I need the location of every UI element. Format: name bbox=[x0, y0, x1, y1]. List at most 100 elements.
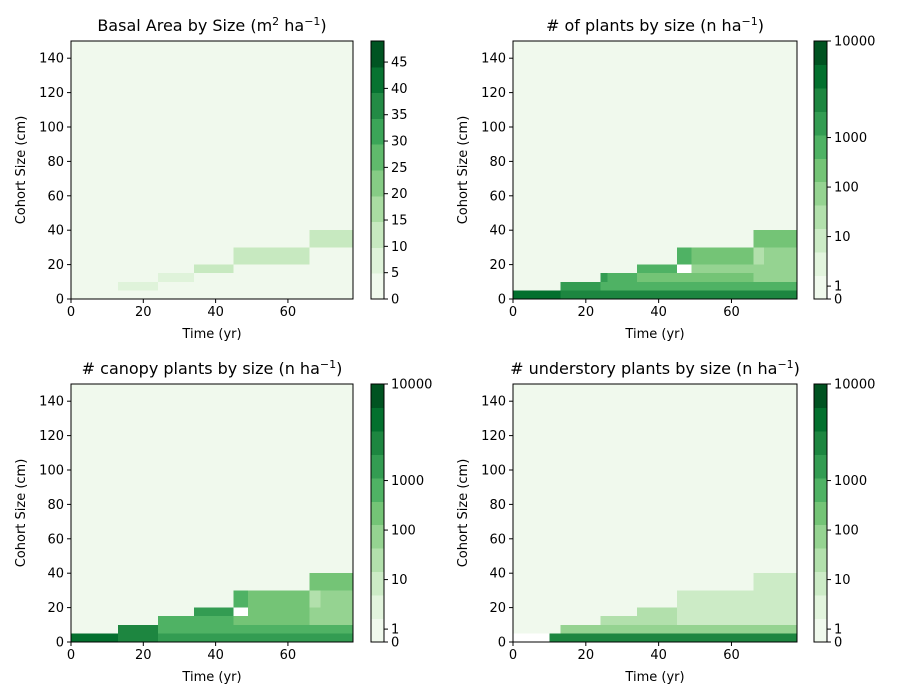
heatmap-cell bbox=[157, 633, 353, 642]
chart-title: Basal Area by Size (m2 ha−1) bbox=[97, 15, 326, 35]
heatmap-cell bbox=[157, 616, 194, 625]
colorbar: 01 10 100 1000 10000 bbox=[370, 378, 432, 651]
y-tick-label: 80 bbox=[47, 498, 64, 513]
colorbar-tick-label: 0 bbox=[834, 636, 842, 651]
y-axis-label: Cohort Size (cm) bbox=[14, 116, 29, 225]
panel-basal-area: Basal Area by Size (m2 ha−1) 0 20 40 60 0 20… bbox=[14, 15, 408, 342]
y-tick-label: 20 bbox=[47, 601, 64, 616]
x-axis-label: Time (yr) bbox=[624, 327, 684, 342]
y-tick-label: 60 bbox=[489, 189, 506, 204]
x-tick-label: 40 bbox=[650, 305, 667, 320]
colorbar-tick-label: 1000 bbox=[834, 474, 867, 489]
colorbar-band bbox=[814, 430, 827, 455]
y-tick-label: 80 bbox=[47, 155, 64, 170]
colorbar-band bbox=[371, 247, 384, 274]
y-tick-label: 0 bbox=[56, 636, 64, 651]
heatmap-cell bbox=[691, 264, 754, 274]
heatmap-cell bbox=[513, 633, 550, 642]
y-tick-label: 80 bbox=[489, 498, 506, 513]
x-ticks: 0 20 40 60 bbox=[67, 642, 296, 663]
colorbar-band bbox=[814, 407, 827, 432]
heatmap-cell bbox=[157, 624, 353, 634]
heatmap-cell bbox=[233, 607, 310, 625]
colorbar-frame bbox=[813, 40, 828, 300]
colorbar-tick-label: 100 bbox=[391, 524, 416, 539]
heatmap-cells bbox=[513, 384, 797, 642]
x-tick-label: 40 bbox=[650, 648, 667, 663]
colorbar-frame bbox=[370, 40, 385, 300]
x-tick-label: 0 bbox=[509, 648, 517, 663]
colorbar-band bbox=[371, 571, 384, 596]
x-ticks: 0 20 40 60 bbox=[509, 299, 740, 320]
heatmap-cell bbox=[676, 247, 692, 265]
x-tick-label: 20 bbox=[135, 648, 152, 663]
heatmap-cell bbox=[636, 607, 677, 625]
colorbar-band bbox=[371, 548, 384, 573]
x-tick-label: 20 bbox=[135, 305, 152, 320]
heatmap-cell bbox=[636, 273, 677, 282]
heatmap-cell bbox=[560, 290, 601, 299]
colorbar-band bbox=[371, 618, 384, 643]
colorbar-tick-label: 0 bbox=[834, 293, 842, 308]
x-tick-label: 0 bbox=[67, 305, 75, 320]
heatmap-cell bbox=[607, 273, 637, 282]
heatmap-cell bbox=[157, 273, 194, 282]
heatmap-cell bbox=[753, 573, 797, 625]
y-tick-label: 120 bbox=[481, 429, 506, 444]
panel-plants-by-size: # of plants by size (n ha−1) 0 20 40 60 0 20… bbox=[456, 15, 875, 342]
colorbar-band bbox=[814, 228, 827, 253]
colorbar-band bbox=[371, 524, 384, 549]
heatmap-cells bbox=[71, 384, 353, 642]
colorbar-band bbox=[814, 477, 827, 502]
y-tick-label: 140 bbox=[481, 52, 506, 67]
y-tick-label: 60 bbox=[47, 189, 64, 204]
y-tick-label: 20 bbox=[489, 258, 506, 273]
heatmap-cell bbox=[233, 247, 288, 265]
colorbar-band bbox=[814, 548, 827, 573]
y-ticks: 0 20 40 60 80 100 120 140 bbox=[39, 52, 71, 308]
chart-title: # canopy plants by size (n ha−1) bbox=[82, 358, 343, 378]
heatmap-cell bbox=[753, 247, 765, 265]
colorbar-tick-label: 5 bbox=[391, 266, 399, 281]
colorbar-band bbox=[371, 66, 384, 94]
x-axis-label: Time (yr) bbox=[624, 670, 684, 685]
heatmap-cell bbox=[600, 624, 797, 634]
colorbar-band bbox=[371, 501, 384, 526]
heatmap-cell bbox=[560, 624, 601, 634]
colorbar-tick-label: 25 bbox=[391, 161, 408, 176]
heatmap-cell bbox=[513, 290, 561, 299]
colorbar-band bbox=[371, 144, 384, 171]
axes-box bbox=[70, 40, 354, 300]
colorbar-band bbox=[814, 64, 827, 89]
colorbar-tick-label: 10000 bbox=[834, 378, 875, 393]
heatmap-cell bbox=[118, 624, 158, 642]
colorbar-tick-label: 0 bbox=[391, 636, 399, 651]
y-tick-label: 120 bbox=[39, 429, 64, 444]
colorbar: 01 10 100 1000 10000 bbox=[813, 378, 875, 651]
y-tick-label: 40 bbox=[489, 224, 506, 239]
colorbar-band bbox=[371, 477, 384, 502]
y-tick-label: 100 bbox=[481, 121, 506, 136]
colorbar-tick-label: 10000 bbox=[834, 35, 875, 50]
heatmap-cell bbox=[287, 247, 310, 265]
heatmap-cell bbox=[560, 281, 601, 291]
colorbar-tick-label: 10 bbox=[834, 573, 851, 588]
axes-box bbox=[70, 383, 354, 643]
heatmap-cell bbox=[600, 281, 797, 291]
colorbar-tick-label: 35 bbox=[391, 108, 408, 123]
heatmap-cell bbox=[193, 607, 234, 617]
x-tick-label: 40 bbox=[207, 648, 224, 663]
colorbar-band bbox=[371, 430, 384, 455]
y-tick-label: 140 bbox=[481, 395, 506, 410]
heatmap-cell bbox=[193, 264, 234, 274]
colorbar-band bbox=[371, 92, 384, 119]
heatmap-cell bbox=[549, 633, 561, 642]
colorbar-band bbox=[814, 524, 827, 549]
colorbar-band bbox=[371, 41, 384, 68]
colorbar-band bbox=[814, 618, 827, 643]
colorbar-tick-label: 30 bbox=[391, 135, 408, 150]
y-tick-label: 40 bbox=[47, 567, 64, 582]
colorbar-band bbox=[814, 275, 827, 300]
panel-canopy-plants: # canopy plants by size (n ha−1) 0 20 40 60… bbox=[14, 358, 432, 685]
